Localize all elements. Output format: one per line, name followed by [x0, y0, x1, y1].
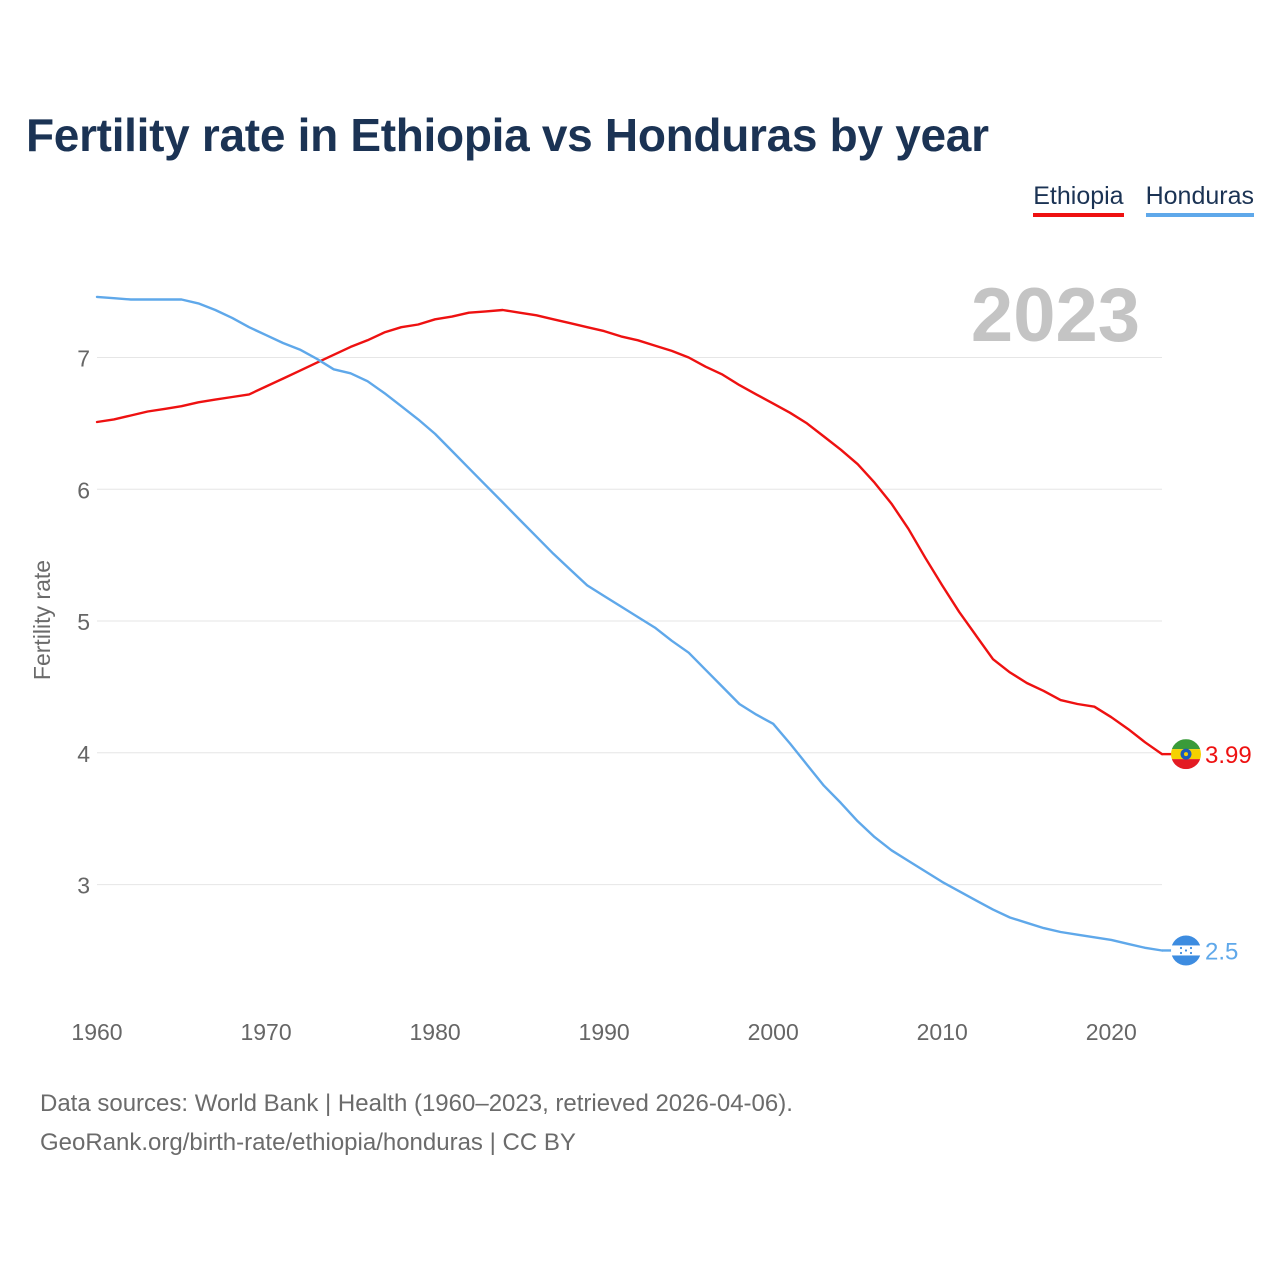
y-tick-label: 4 — [77, 741, 90, 767]
x-axis-ticks: 1960 1970 1980 1990 2000 2010 2020 — [71, 1019, 1136, 1045]
footer-credit: GeoRank.org/birth-rate/ethiopia/honduras… — [40, 1129, 576, 1156]
end-value-label-ethiopia: 3.99 — [1205, 742, 1252, 769]
x-tick-label: 1990 — [579, 1019, 630, 1045]
y-tick-label: 6 — [77, 477, 90, 503]
flag-ethiopia-icon — [1171, 739, 1201, 770]
x-tick-label: 1960 — [71, 1019, 122, 1045]
series-line-ethiopia — [95, 308, 1164, 756]
footer-sources: Data sources: World Bank | Health (1960–… — [40, 1090, 793, 1117]
x-tick-label: 2010 — [917, 1019, 968, 1045]
x-tick-label: 2020 — [1086, 1019, 1137, 1045]
year-watermark: 2023 — [971, 273, 1140, 358]
series-lines — [95, 295, 1164, 952]
legend-item-ethiopia[interactable]: Ethiopia — [1033, 182, 1124, 217]
legend-item-honduras[interactable]: Honduras — [1145, 182, 1254, 217]
series-line-honduras — [95, 295, 1164, 952]
y-tick-label: 5 — [77, 609, 90, 635]
footer: Data sources: World Bank | Health (1960–… — [40, 1084, 793, 1162]
y-axis-ticks: 3 4 5 6 7 — [77, 345, 90, 898]
y-tick-label: 3 — [77, 873, 90, 899]
x-tick-label: 2000 — [748, 1019, 799, 1045]
chart-title: Fertility rate in Ethiopia vs Honduras b… — [26, 109, 989, 161]
y-axis-label: Fertility rate — [29, 560, 55, 680]
y-tick-label: 7 — [77, 345, 90, 371]
end-markers: 3.99 2.5 — [1162, 739, 1252, 966]
x-tick-label: 1970 — [240, 1019, 291, 1045]
gridlines — [97, 356, 1162, 886]
flag-honduras-icon — [1171, 935, 1201, 966]
end-value-label-honduras: 2.5 — [1205, 938, 1238, 965]
legend: Ethiopia Honduras — [1033, 182, 1254, 217]
x-tick-label: 1980 — [410, 1019, 461, 1045]
